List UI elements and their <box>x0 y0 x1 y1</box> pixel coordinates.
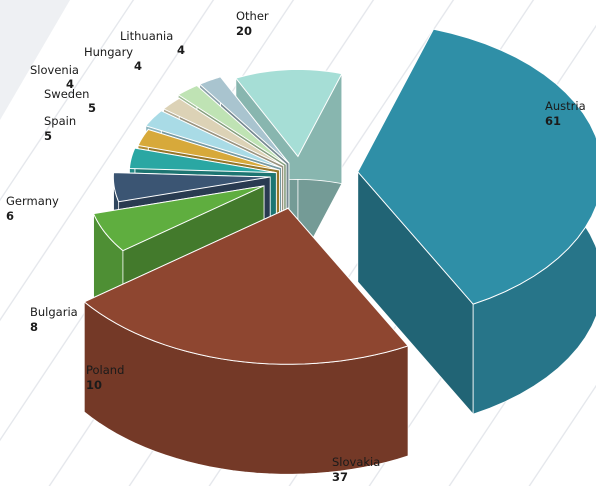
label-austria: Austria <box>545 99 586 113</box>
value-slovakia: 37 <box>332 470 348 484</box>
slice-top <box>83 207 409 365</box>
value-spain: 5 <box>44 129 52 143</box>
slice-top <box>235 68 343 158</box>
value-slovenia: 4 <box>66 77 74 91</box>
label-poland: Poland <box>86 363 124 377</box>
slice-top <box>144 110 282 169</box>
slice-top <box>162 97 284 167</box>
slice-top <box>177 84 287 165</box>
background-corner <box>0 0 70 120</box>
background-stripe <box>0 0 135 202</box>
slice-top <box>92 185 265 252</box>
label-germany: Germany <box>6 194 59 208</box>
label-sweden: Sweden <box>44 87 89 101</box>
label-spain: Spain <box>44 114 76 128</box>
label-lithuania: Lithuania <box>120 29 173 43</box>
background-stripe <box>0 0 215 322</box>
value-germany: 6 <box>6 209 14 223</box>
label-slovenia: Slovenia <box>30 63 79 77</box>
background-stripe <box>448 264 596 486</box>
label-hungary: Hungary <box>84 45 133 59</box>
value-poland: 10 <box>86 378 102 392</box>
label-other: Other <box>236 9 269 23</box>
pie-slices <box>83 28 596 475</box>
slice-top <box>112 172 271 203</box>
value-sweden: 5 <box>88 101 96 115</box>
slice-top <box>128 147 277 174</box>
value-lithuania: 4 <box>177 43 185 57</box>
slice-top <box>198 76 290 164</box>
value-bulgaria: 8 <box>30 320 38 334</box>
label-bulgaria: Bulgaria <box>30 305 78 319</box>
value-hungary: 4 <box>134 59 142 73</box>
slice-top <box>137 128 280 171</box>
value-other: 20 <box>236 24 252 38</box>
slice-austria <box>357 28 596 416</box>
slice-slovakia <box>83 207 409 475</box>
background-stripe <box>528 384 596 486</box>
slice-top <box>357 28 596 305</box>
label-slovakia: Slovakia <box>332 455 380 469</box>
value-austria: 61 <box>545 114 561 128</box>
